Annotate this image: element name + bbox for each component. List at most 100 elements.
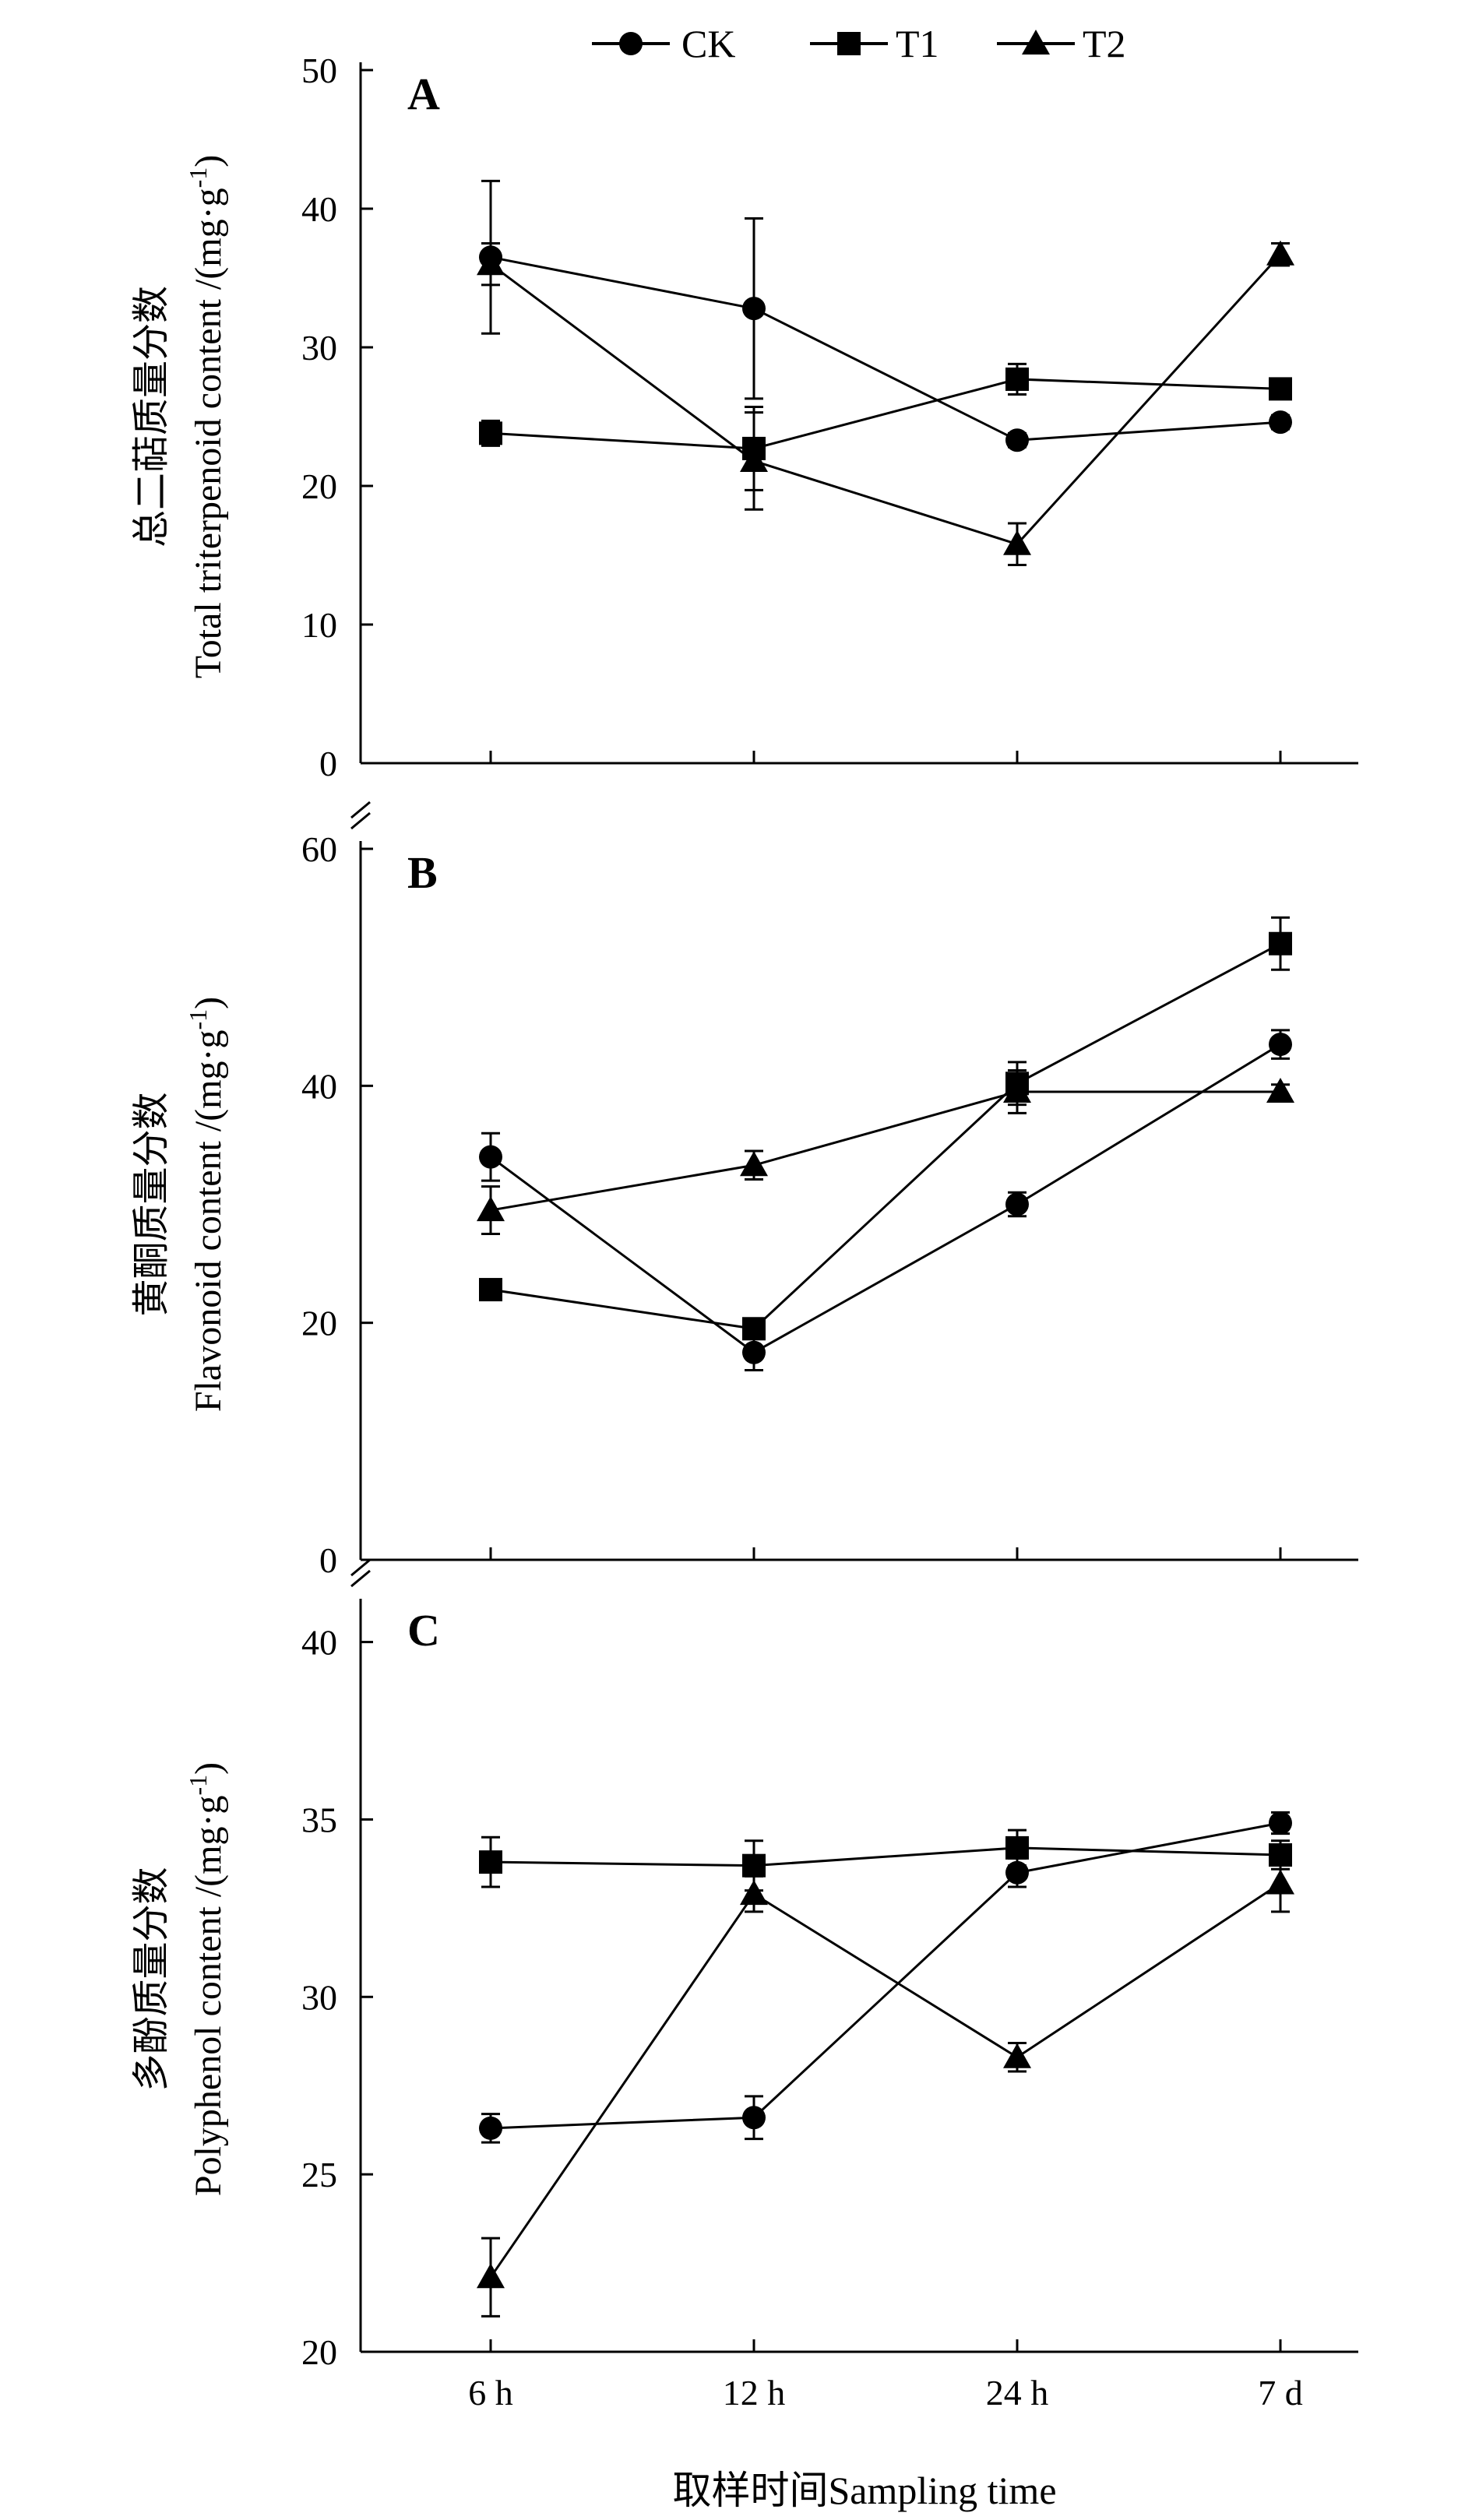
data-point-ck xyxy=(1269,1811,1292,1835)
panel-letter-a: A xyxy=(407,69,440,119)
y-tick-label: 30 xyxy=(301,328,337,368)
legend-label-ck: CK xyxy=(681,22,735,65)
data-point-ck xyxy=(1005,1860,1029,1885)
y-tick-label: 10 xyxy=(301,605,337,645)
data-point-t2 xyxy=(1266,1077,1294,1103)
y-axis-title-en-b: Flavonoid content /(mg·g-1) xyxy=(184,997,229,1412)
data-point-ck xyxy=(1269,410,1292,435)
data-point-t1 xyxy=(1269,931,1292,956)
data-point-ck xyxy=(742,297,766,321)
data-point-t1 xyxy=(1005,1835,1029,1860)
series-line-t1 xyxy=(490,942,1281,1330)
y-axis-title-en-tail: ) xyxy=(188,1762,229,1775)
panel-a: 0 10 20 30 40 50 A 总二萜质量分数 Total triterpenoid co… xyxy=(131,51,1358,783)
y-axis-title-en-sup: -1 xyxy=(184,1009,212,1030)
data-point-ck xyxy=(1005,1192,1029,1216)
series-t2-a xyxy=(477,240,1294,566)
data-point-t1 xyxy=(1269,377,1292,401)
data-point-t2 xyxy=(1266,240,1294,266)
data-point-t2 xyxy=(1003,2043,1031,2068)
panel-letter-c: C xyxy=(407,1605,440,1656)
y-axis-title-en-sup: -1 xyxy=(184,1775,212,1796)
data-point-t2 xyxy=(740,1880,768,1906)
legend-marker-t1 xyxy=(837,32,861,55)
series-line-t2 xyxy=(489,1882,1281,2279)
y-tick-label: 0 xyxy=(319,744,337,783)
axis-break-mark xyxy=(350,1569,371,1588)
data-point-t1 xyxy=(479,1278,502,1302)
series-line-t2 xyxy=(490,1090,1280,1212)
axis-break-mark xyxy=(350,1558,371,1577)
x-axis-title: 取样时间Sampling time xyxy=(672,2469,1056,2512)
data-point-t1 xyxy=(1005,367,1029,391)
axis-break-mark xyxy=(350,811,371,830)
series-line-ck xyxy=(490,1821,1281,2130)
data-point-t2 xyxy=(1266,1869,1294,1895)
y-axis-title-en-main: Total triterpenoid content /(mg·g xyxy=(188,188,229,678)
legend-label-t2: T2 xyxy=(1083,22,1126,65)
legend-marker-ck xyxy=(619,32,643,55)
legend-item-ck: CK xyxy=(592,22,735,65)
axis-break-mark xyxy=(350,801,371,819)
data-point-t1 xyxy=(742,1317,766,1341)
panel-b: 0 20 40 60 B 黄酮质量分数 Flavonoid content /(mg·g-1… xyxy=(131,801,1358,1580)
data-point-t1 xyxy=(479,421,502,445)
series-t2-b xyxy=(477,1069,1294,1236)
data-point-ck xyxy=(1005,428,1029,452)
y-axis-title-en-tail: ) xyxy=(188,997,229,1009)
y-axis-title-en-c: Polyphenol content /(mg·g-1) xyxy=(184,1762,229,2196)
y-axis-title-en-tail: ) xyxy=(188,155,229,167)
series-ck-c xyxy=(479,1811,1292,2144)
series-line-ck xyxy=(490,255,1281,442)
series-line-ck xyxy=(490,1043,1281,1354)
y-axis-title-en-main: Polyphenol content /(mg·g xyxy=(188,1796,229,2197)
y-axis-title-cn-a: 总二萜质量分数 xyxy=(131,286,172,547)
y-tick-label: 50 xyxy=(301,51,337,90)
series-t2-c xyxy=(477,1853,1294,2318)
y-tick-label: 20 xyxy=(301,2332,337,2372)
data-point-ck xyxy=(479,1145,502,1169)
data-point-t2 xyxy=(740,446,768,472)
series-line-t1 xyxy=(490,1846,1281,1867)
data-point-t2 xyxy=(1003,1077,1031,1103)
y-axis-title-en-sup: -1 xyxy=(184,167,212,188)
data-point-t2 xyxy=(477,1196,505,1222)
panel-c: 20 25 30 35 40 C 多酚质量分数 Polyphenol content /(mg… xyxy=(131,1558,1358,2372)
y-axis-title-cn-b: 黄酮质量分数 xyxy=(131,1092,172,1316)
y-axis-title-en-a: Total triterpenoid content /(mg·g-1) xyxy=(184,155,229,678)
data-point-ck xyxy=(479,2116,502,2140)
y-tick-label: 60 xyxy=(301,829,337,869)
legend-item-t2: T2 xyxy=(997,22,1126,65)
x-tick-label: 12 h xyxy=(723,2373,786,2413)
data-point-t2 xyxy=(477,2263,505,2289)
data-point-t2 xyxy=(1003,530,1031,555)
legend: CK T1 T2 xyxy=(592,22,1126,65)
y-tick-label: 40 xyxy=(301,1066,337,1106)
series-t1-a xyxy=(479,362,1292,491)
legend-label-t1: T1 xyxy=(896,22,939,65)
data-point-t1 xyxy=(479,1850,502,1874)
y-tick-label: 25 xyxy=(301,2155,337,2194)
data-point-ck xyxy=(1269,1033,1292,1057)
legend-marker-t2 xyxy=(1022,30,1050,55)
series-t1-c xyxy=(479,1828,1292,1892)
data-point-t1 xyxy=(742,1853,766,1878)
series-ck-b xyxy=(479,1029,1292,1372)
y-tick-label: 30 xyxy=(301,1977,337,2017)
y-tick-label: 40 xyxy=(301,1623,337,1663)
data-point-ck xyxy=(742,1340,766,1364)
y-tick-label: 20 xyxy=(301,466,337,506)
data-point-t2 xyxy=(477,250,505,276)
x-tick-label: 24 h xyxy=(986,2373,1049,2413)
x-tick-label: 6 h xyxy=(468,2373,513,2413)
series-line-t2 xyxy=(490,253,1282,546)
data-point-t2 xyxy=(740,1151,768,1177)
data-point-ck xyxy=(742,2106,766,2130)
series-line-t1 xyxy=(490,378,1281,450)
panel-letter-b: B xyxy=(407,847,438,898)
y-tick-label: 0 xyxy=(319,1540,337,1580)
y-axis-title-cn-c: 多酚质量分数 xyxy=(131,1867,172,2091)
y-axis-title-en-main: Flavonoid content /(mg·g xyxy=(188,1030,229,1413)
series-ck-a xyxy=(479,179,1292,452)
